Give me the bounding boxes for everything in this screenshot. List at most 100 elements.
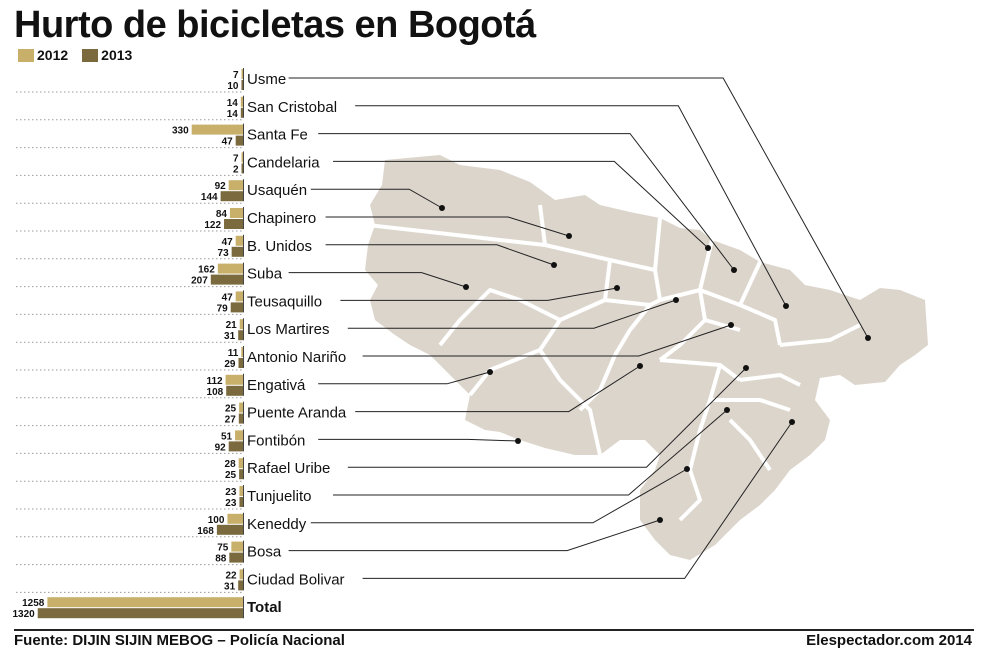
leader-line-puente-aranda — [355, 365, 641, 413]
map-marker-fontibón — [515, 438, 521, 444]
bar-2012-b-unidos — [235, 235, 243, 246]
bar-2013-santa-fe — [235, 135, 243, 146]
data-label-2013-usaquén: 144 — [201, 192, 218, 203]
leader-line-b-unidos — [325, 244, 555, 266]
bar-2013-san-cristobal — [240, 107, 243, 118]
data-label-2013-teusaquillo: 79 — [217, 303, 229, 314]
leader-line-teusaquillo — [340, 287, 618, 301]
bar-2012-keneddy — [227, 513, 243, 524]
category-label-b-unidos: B. Unidos — [247, 238, 312, 255]
data-label-2013-santa-fe: 47 — [222, 137, 234, 148]
data-label-2012-los-martires: 21 — [226, 320, 238, 331]
data-label-2013-rafael-uribe: 25 — [225, 470, 237, 481]
data-label-2012-chapinero: 84 — [216, 209, 228, 220]
category-label-usme: Usme — [247, 71, 286, 88]
leader-line-fontibón — [318, 438, 519, 442]
map-locality-borders — [367, 204, 861, 522]
bar-2013-fontibón — [228, 441, 243, 452]
map-city-area — [365, 155, 928, 560]
category-label-total: Total — [247, 599, 282, 616]
leader-line-engativá — [318, 371, 491, 385]
data-label-2013-tunjuelito: 23 — [225, 498, 237, 509]
bar-2012-fontibón — [235, 430, 243, 441]
data-label-2012-total: 1258 — [22, 598, 45, 609]
legend-item-2013: 2013 — [82, 47, 132, 63]
category-label-tunjuelito: Tunjuelito — [247, 488, 311, 505]
bar-2012-antonio-nariño — [241, 347, 243, 357]
bar-2013-los-martires — [238, 330, 243, 341]
data-label-2013-chapinero: 122 — [204, 220, 221, 231]
leader-line-chapinero — [325, 216, 570, 237]
data-label-2013-b-unidos: 73 — [218, 248, 230, 259]
legend-swatch-2013 — [82, 48, 99, 62]
leader-line-rafael-uribe — [347, 367, 747, 468]
bar-2013-usaquén — [220, 191, 243, 202]
bar-2013-chapinero — [224, 219, 243, 229]
data-label-2012-engativá: 112 — [206, 376, 223, 387]
data-label-2012-keneddy: 100 — [208, 515, 225, 526]
bar-2013-ciudad-bolivar — [238, 580, 243, 591]
category-label-los-martires: Los Martires — [247, 321, 330, 338]
map-marker-teusaquillo — [614, 285, 620, 291]
category-label-suba: Suba — [247, 266, 283, 283]
bar-2012-teusaquillo — [235, 291, 243, 302]
bar-2013-suba — [210, 274, 243, 285]
map-marker-keneddy — [684, 466, 690, 472]
bogota-locality-map — [365, 155, 928, 560]
legend-item-2012: 2012 — [18, 47, 68, 63]
bar-2013-tunjuelito — [239, 497, 243, 507]
map-marker-usaquén — [439, 205, 445, 211]
bar-2012-usme — [241, 69, 243, 79]
data-label-2012-candelaria: 7 — [233, 153, 239, 164]
legend-label-2012: 2012 — [37, 47, 69, 63]
category-label-san-cristobal: San Cristobal — [247, 99, 337, 116]
bar-2013-bosa — [229, 552, 243, 563]
bar-2013-puente-aranda — [238, 413, 243, 424]
category-label-ciudad-bolivar: Ciudad Bolivar — [247, 571, 345, 588]
data-label-2012-rafael-uribe: 28 — [225, 459, 237, 470]
map-marker-puente-aranda — [637, 363, 643, 369]
bar-2012-santa-fe — [191, 124, 243, 135]
data-label-2013-engativá: 108 — [207, 387, 224, 398]
data-label-2013-usme: 10 — [227, 81, 239, 92]
data-label-2012-fontibón: 51 — [221, 431, 233, 442]
category-label-chapinero: Chapinero — [247, 210, 316, 227]
category-label-bosa: Bosa — [247, 544, 282, 561]
bar-2013-antonio-nariño — [238, 358, 243, 368]
map-marker-tunjuelito — [724, 407, 730, 413]
bar-2013-keneddy — [216, 524, 243, 535]
category-label-puente-aranda: Puente Aranda — [247, 405, 347, 422]
footer-rule — [14, 629, 974, 631]
map-marker-ciudad-bolivar — [789, 419, 795, 425]
map-marker-chapinero — [566, 233, 572, 239]
bar-2013-candelaria — [241, 163, 243, 174]
credit-note: Elespectador.com 2014 — [806, 632, 972, 649]
data-label-2012-san-cristobal: 14 — [227, 98, 239, 109]
bar-2013-total — [37, 608, 243, 619]
data-label-2012-usme: 7 — [233, 70, 239, 81]
data-label-2012-suba: 162 — [198, 265, 215, 276]
bar-2012-usaquén — [228, 180, 243, 191]
data-label-2013-los-martires: 31 — [224, 331, 236, 342]
bar-2012-rafael-uribe — [238, 458, 243, 469]
data-label-2012-puente-aranda: 25 — [225, 404, 237, 415]
map-marker-santa-fe — [731, 267, 737, 273]
bar-2012-chapinero — [229, 208, 243, 218]
data-label-2013-suba: 207 — [191, 276, 208, 287]
leader-line-suba — [288, 272, 467, 288]
data-label-2013-candelaria: 2 — [233, 164, 239, 175]
bar-2012-total — [47, 597, 244, 608]
map-marker-suba — [463, 284, 469, 290]
data-label-2012-teusaquillo: 47 — [222, 292, 234, 303]
data-label-2013-ciudad-bolivar: 31 — [224, 581, 236, 592]
leader-line-los-martires — [347, 299, 677, 329]
bar-2013-rafael-uribe — [239, 469, 243, 480]
map-marker-engativá — [487, 369, 493, 375]
leader-line-santa-fe — [318, 133, 735, 271]
map-marker-rafael-uribe — [743, 365, 749, 371]
legend-swatch-2012 — [18, 48, 34, 62]
category-label-rafael-uribe: Rafael Uribe — [247, 460, 330, 477]
data-label-2013-san-cristobal: 14 — [227, 109, 239, 120]
